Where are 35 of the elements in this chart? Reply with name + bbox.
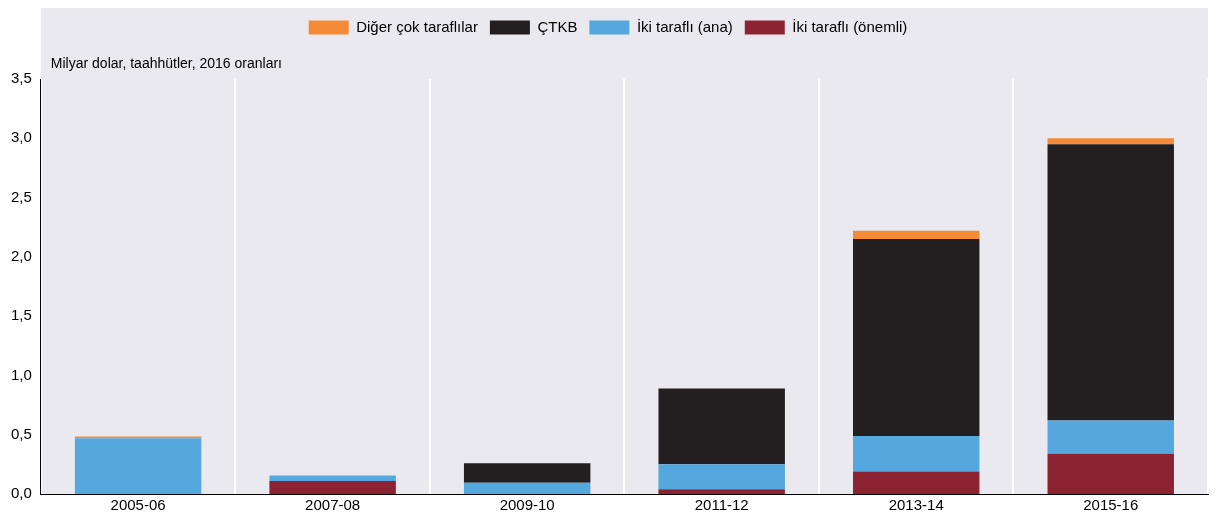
- legend-label: ÇTKB: [537, 17, 578, 35]
- y-tick-label: 3,0: [10, 128, 32, 146]
- bar: [74, 438, 202, 494]
- y-tick-label: 1,5: [10, 306, 32, 324]
- y-tick-label: 3,5: [10, 69, 32, 87]
- y-axis-title: Milyar dolar, taahhütler, 2016 oranları: [50, 54, 282, 71]
- bar: [463, 482, 591, 494]
- x-tick-label: 2015-16: [1083, 496, 1139, 514]
- x-tick-label: 2005-06: [110, 496, 166, 514]
- bar: [463, 463, 591, 483]
- bar: [1047, 138, 1174, 145]
- bar: [1047, 144, 1174, 421]
- x-tick-label: 2011-12: [694, 496, 749, 514]
- bar: [269, 480, 396, 494]
- bar: [658, 464, 785, 490]
- bar: [852, 239, 980, 436]
- bar: [269, 475, 396, 481]
- bar: [852, 435, 980, 472]
- y-tick-label: 1,0: [10, 365, 32, 383]
- legend-label: İki taraflı (önemli): [792, 17, 908, 35]
- bar: [658, 388, 785, 465]
- legend-label: İki taraflı (ana): [636, 17, 733, 35]
- y-tick-label: 2,0: [10, 247, 32, 264]
- y-tick-label: 0,5: [10, 424, 32, 442]
- y-tick-label: 2,5: [10, 187, 32, 205]
- y-tick-label: 0,0: [10, 484, 32, 502]
- legend-label: Diğer çok taraflılar: [356, 17, 478, 35]
- bar: [852, 471, 980, 494]
- bar: [1047, 420, 1174, 454]
- x-tick-label: 2009-10: [499, 496, 555, 514]
- x-tick-label: 2013-14: [888, 496, 944, 514]
- x-tick-label: 2007-08: [305, 496, 361, 514]
- bar: [852, 230, 980, 240]
- bar: [658, 489, 785, 494]
- bar: [1047, 453, 1174, 494]
